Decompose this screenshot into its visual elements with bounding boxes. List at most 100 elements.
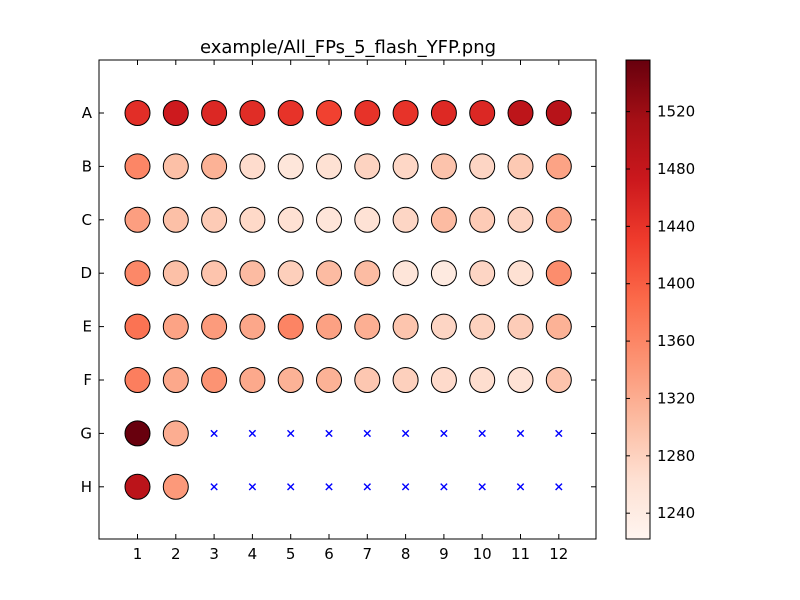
well-E11 xyxy=(507,313,534,340)
well-F12 xyxy=(545,367,572,393)
colorbar-tick-label: 1440 xyxy=(657,217,695,235)
well-H6-missing-marker xyxy=(325,483,333,491)
well-C1 xyxy=(124,206,151,233)
well-H2 xyxy=(162,473,189,500)
well-E10 xyxy=(469,313,496,340)
well-H9-missing-marker xyxy=(440,483,448,491)
well-D9 xyxy=(430,260,457,287)
well-B10 xyxy=(469,153,496,180)
well-B1 xyxy=(124,153,151,180)
well-D12 xyxy=(545,260,572,287)
y-tick-label: G xyxy=(80,424,92,442)
well-F6 xyxy=(316,367,342,393)
plot-area xyxy=(98,59,597,540)
well-G1 xyxy=(124,420,151,447)
y-tick-label: B xyxy=(82,157,92,175)
x-tick-label: 12 xyxy=(549,545,568,563)
well-B6 xyxy=(316,153,342,180)
y-tick-label: E xyxy=(83,318,92,336)
x-tick-label: 10 xyxy=(473,545,492,563)
well-G3-missing-marker xyxy=(210,429,218,438)
well-C7 xyxy=(354,206,381,233)
well-H11-missing-marker xyxy=(516,483,525,491)
well-A7 xyxy=(354,100,381,126)
colorbar-tick-label: 1280 xyxy=(657,447,695,465)
well-D11 xyxy=(507,260,534,287)
y-tick-label: F xyxy=(83,371,92,389)
well-H10-missing-marker xyxy=(478,483,486,491)
well-D2 xyxy=(162,260,189,287)
well-A4 xyxy=(239,100,266,126)
plate-wells xyxy=(124,100,572,500)
well-C2 xyxy=(162,206,189,233)
well-G2 xyxy=(162,420,189,447)
well-E7 xyxy=(354,313,381,340)
well-E6 xyxy=(316,313,342,340)
well-H8-missing-marker xyxy=(401,483,410,491)
x-tick-label: 5 xyxy=(286,545,296,563)
well-E5 xyxy=(277,313,304,340)
well-F5 xyxy=(277,367,304,393)
well-C4 xyxy=(239,206,266,233)
well-B7 xyxy=(354,153,381,180)
well-B11 xyxy=(507,153,534,180)
well-A10 xyxy=(469,100,496,126)
well-G8-missing-marker xyxy=(401,429,410,438)
well-H5-missing-marker xyxy=(287,483,295,491)
well-G10-missing-marker xyxy=(478,429,486,438)
well-A3 xyxy=(201,100,228,126)
well-H1 xyxy=(124,473,151,500)
well-B4 xyxy=(239,153,266,180)
well-G9-missing-marker xyxy=(440,429,448,438)
x-tick-label: 8 xyxy=(401,545,411,563)
x-tick-label: 1 xyxy=(133,545,143,563)
colorbar-tick-label: 1400 xyxy=(657,275,695,293)
well-F8 xyxy=(392,367,419,393)
colorbar-tick-label: 1240 xyxy=(657,504,695,522)
well-H4-missing-marker xyxy=(248,483,257,491)
well-G7-missing-marker xyxy=(363,429,371,438)
well-D10 xyxy=(469,260,496,287)
x-tick-label: 3 xyxy=(209,545,219,563)
well-A9 xyxy=(430,100,457,126)
well-C12 xyxy=(545,206,572,233)
well-F2 xyxy=(162,367,189,393)
colorbar-tick-label: 1360 xyxy=(657,332,695,350)
well-E3 xyxy=(201,313,228,340)
x-tick-label: 4 xyxy=(248,545,258,563)
y-tick-label: D xyxy=(80,264,92,282)
x-tick-label: 7 xyxy=(363,545,373,563)
well-E9 xyxy=(430,313,457,340)
well-F7 xyxy=(354,367,381,393)
well-D5 xyxy=(277,260,304,287)
x-tick-label: 2 xyxy=(171,545,181,563)
well-E8 xyxy=(392,313,419,340)
well-G11-missing-marker xyxy=(516,429,525,438)
well-F10 xyxy=(469,367,496,393)
well-E12 xyxy=(545,313,572,340)
well-A5 xyxy=(277,100,304,126)
y-tick-label: C xyxy=(82,211,92,229)
well-D6 xyxy=(316,260,342,287)
well-D3 xyxy=(201,260,228,287)
y-tick-label: A xyxy=(82,104,93,122)
well-F4 xyxy=(239,367,266,393)
well-H3-missing-marker xyxy=(210,483,218,491)
x-tick-label: 9 xyxy=(439,545,449,563)
well-D8 xyxy=(392,260,419,287)
well-G4-missing-marker xyxy=(248,429,257,438)
well-E2 xyxy=(162,313,189,340)
well-C11 xyxy=(507,206,534,233)
well-C10 xyxy=(469,206,496,233)
well-B9 xyxy=(430,153,457,180)
well-D7 xyxy=(354,260,381,287)
well-C8 xyxy=(392,206,419,233)
x-tick-label: 11 xyxy=(511,545,530,563)
colorbar-tick-label: 1480 xyxy=(657,160,695,178)
y-tick-label: H xyxy=(81,478,92,496)
well-B12 xyxy=(545,153,572,180)
well-A6 xyxy=(316,100,342,126)
